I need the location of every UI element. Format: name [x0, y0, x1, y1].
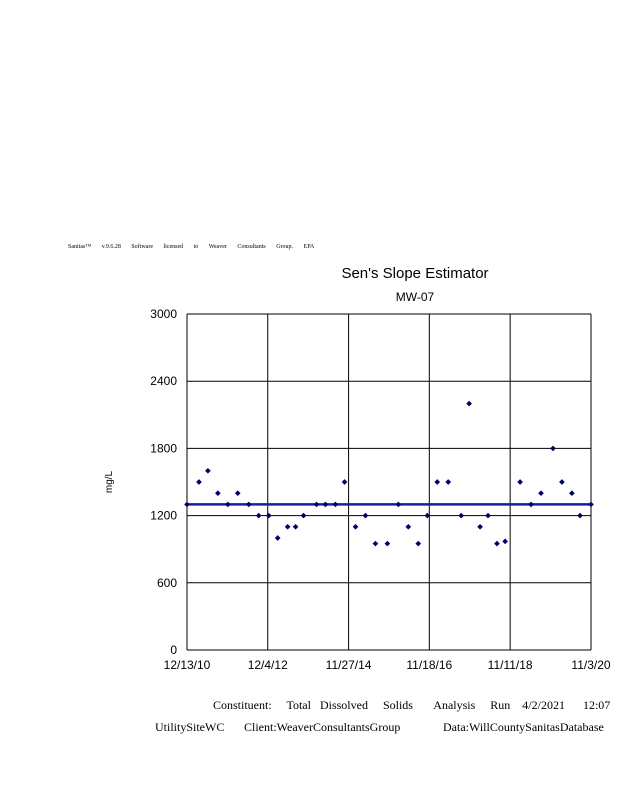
data-point — [284, 523, 291, 530]
data-point — [494, 540, 500, 547]
data-point — [517, 479, 523, 485]
data-point — [528, 501, 534, 508]
x-tick-label: 11/11/18 — [488, 658, 533, 672]
chart-title: Sen's Slope Estimator — [341, 265, 488, 282]
data-point — [466, 400, 472, 407]
x-tick-label: 11/18/16 — [406, 658, 452, 672]
data-point — [292, 523, 299, 530]
data-point — [502, 538, 508, 545]
x-tick-label: 12/13/10 — [164, 658, 211, 672]
data-point — [538, 490, 544, 497]
data-point — [274, 535, 281, 541]
data-point — [300, 512, 307, 519]
y-tick-label: 0 — [170, 643, 177, 657]
data-point — [577, 512, 583, 519]
data-point — [352, 523, 359, 530]
data-point — [458, 512, 465, 519]
data-point — [205, 467, 211, 474]
y-tick-label: 1800 — [150, 441, 177, 455]
data-point — [550, 445, 556, 452]
data-point — [313, 501, 320, 508]
data-point — [424, 512, 431, 519]
chart-subtitle: MW-07 — [396, 290, 435, 304]
data-point — [362, 512, 369, 519]
data-point — [255, 512, 262, 519]
x-tick-label: 11/27/14 — [326, 658, 372, 672]
data-point — [372, 540, 379, 547]
x-tick-label: 11/3/20 — [571, 658, 610, 672]
data-point — [395, 501, 402, 508]
y-tick-label: 3000 — [150, 307, 177, 321]
footer-site: UtilitySiteWC — [155, 720, 224, 734]
y-axis-label: mg/L — [104, 470, 115, 493]
data-point — [588, 501, 594, 508]
data-point — [569, 490, 575, 497]
footer-constituent: Constituent: Total Dissolved Solids Anal… — [213, 698, 618, 712]
data-point — [341, 479, 348, 485]
data-point — [234, 490, 241, 497]
data-point — [434, 479, 441, 485]
data-point — [184, 501, 190, 508]
data-point — [332, 501, 339, 508]
data-point — [215, 490, 221, 497]
data-point — [265, 512, 272, 519]
x-tick-label: 12/4/12 — [248, 658, 288, 672]
data-point — [415, 540, 422, 547]
data-point — [322, 501, 329, 508]
footer-data: Data:WillCountySanitasDatabase — [443, 720, 604, 734]
footer-client: Client:WeaverConsultantsGroup — [244, 720, 400, 734]
data-point — [384, 540, 391, 547]
y-tick-label: 2400 — [150, 374, 177, 388]
header: Sanitas™ v.9.6.28 Software licensed to W… — [68, 243, 315, 250]
data-point — [245, 501, 252, 508]
data-point — [485, 512, 491, 519]
y-tick-label: 600 — [157, 576, 177, 590]
data-point — [405, 523, 412, 530]
y-tick-label: 1200 — [150, 509, 177, 523]
data-point — [559, 479, 565, 485]
data-point — [224, 501, 231, 508]
data-point — [477, 523, 483, 530]
data-point — [445, 479, 452, 485]
data-point — [196, 479, 202, 485]
